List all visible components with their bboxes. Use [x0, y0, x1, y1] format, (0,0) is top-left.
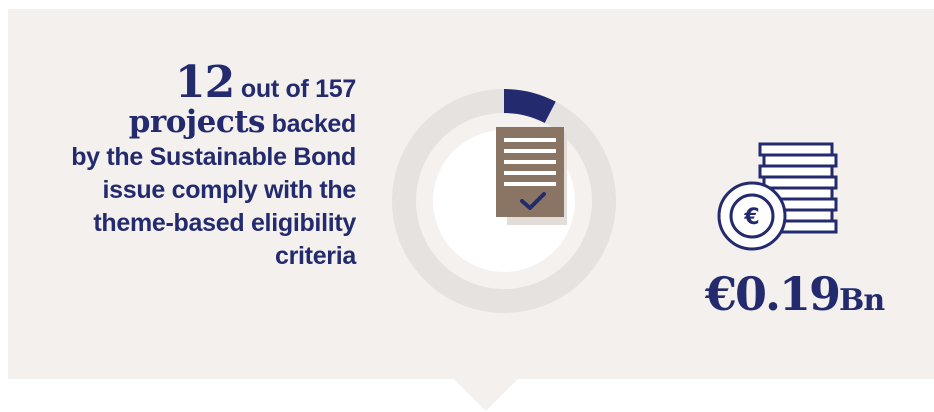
compliance-donut — [392, 89, 616, 313]
out-of-text: out of 157 — [240, 75, 356, 103]
amount-unit: Bn — [839, 283, 885, 318]
statement-line-6: criteria — [275, 242, 356, 270]
statement-line-3: by the Sustainable Bond — [71, 143, 356, 171]
bond-amount: €0.19Bn — [705, 266, 915, 329]
projects-word: projects — [128, 104, 266, 140]
svg-text:€: € — [743, 205, 759, 230]
donut-compliant-arc — [392, 89, 616, 313]
statement-line-5: theme-based eligibility — [93, 209, 356, 237]
backed-text: backed — [271, 110, 357, 138]
statement-line-2: projects backed — [16, 104, 357, 141]
statement-line-4: issue comply with the — [102, 176, 357, 204]
compliant-count: 12 — [175, 57, 235, 108]
panel-pointer — [454, 379, 518, 411]
compliance-statement: 12 out of 157 projects backed by the Sus… — [16, 61, 357, 273]
document-check-icon — [496, 127, 567, 225]
euro-coins-stack-icon: € — [717, 142, 838, 251]
amount-value: €0.19 — [705, 267, 841, 321]
statement-line-1: 12 out of 157 — [16, 61, 356, 106]
